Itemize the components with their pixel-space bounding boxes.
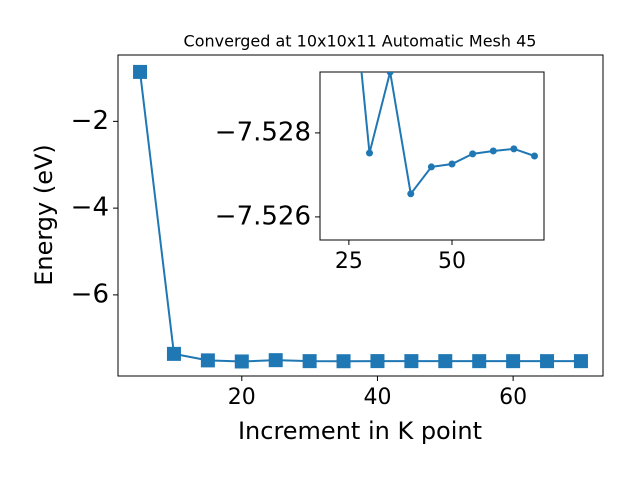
y-axis-label: Energy (eV) — [30, 144, 58, 286]
marker — [427, 163, 435, 171]
marker — [469, 150, 477, 158]
marker — [438, 354, 453, 369]
y-tick-label: −6 — [71, 279, 109, 309]
marker — [404, 354, 419, 369]
series-group — [133, 64, 588, 369]
marker — [336, 354, 351, 369]
marker — [472, 354, 487, 369]
marker — [302, 354, 317, 369]
marker — [540, 354, 555, 369]
marker — [370, 354, 385, 369]
marker — [386, 72, 394, 76]
x-tick-label: 20 — [228, 385, 256, 410]
marker — [200, 353, 215, 368]
marker — [489, 147, 497, 155]
x-tick-label: 25 — [335, 249, 363, 274]
marker — [506, 354, 521, 369]
marker — [234, 354, 249, 369]
series-group — [360, 72, 539, 198]
y-tick-label: −7.526 — [215, 201, 311, 231]
marker — [133, 64, 148, 79]
x-tick-label: 50 — [438, 249, 466, 274]
marker — [510, 145, 518, 153]
line — [360, 72, 535, 197]
marker — [268, 353, 283, 368]
marker — [166, 346, 181, 361]
marker — [448, 160, 456, 168]
y-tick-label: −4 — [71, 193, 109, 223]
x-axis-label: Increment in K point — [238, 417, 482, 445]
plot-area — [319, 71, 545, 241]
marker — [573, 354, 588, 369]
y-tick-label: −2 — [71, 106, 109, 136]
y-tick-label: −7.528 — [215, 117, 311, 147]
x-tick-label: 60 — [499, 385, 527, 410]
chart-title: Converged at 10x10x11 Automatic Mesh 45 — [184, 32, 537, 51]
x-tick-label: 40 — [363, 385, 391, 410]
marker — [366, 149, 374, 157]
marker — [531, 152, 539, 160]
marker — [407, 190, 415, 198]
